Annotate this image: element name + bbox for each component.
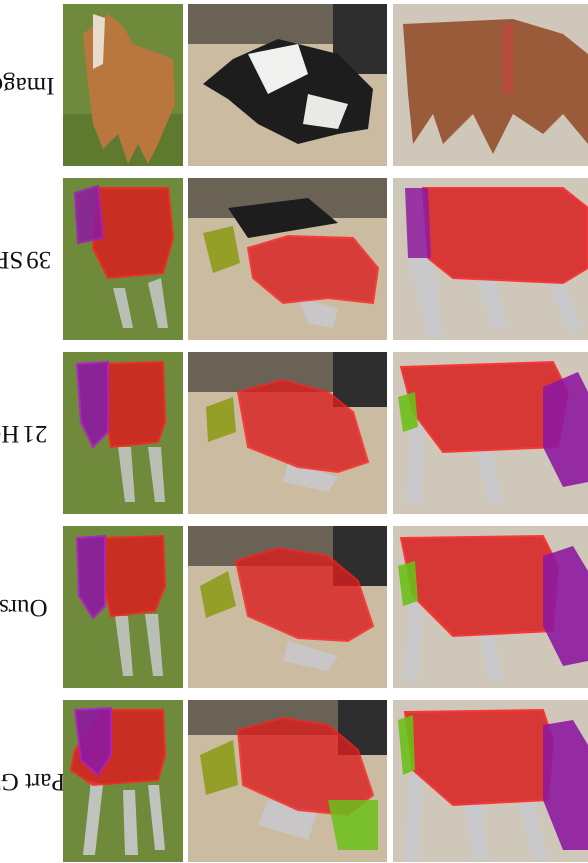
row-label-hc: HC [21] — [0, 352, 76, 514]
ours-pony — [63, 526, 183, 688]
row-label-image: Image — [0, 72, 55, 99]
sps-foal — [393, 178, 588, 340]
row-label-sps: SPS [39] — [0, 178, 79, 340]
hc-pony — [63, 352, 183, 514]
image-pony — [63, 4, 183, 166]
gt-pony — [63, 700, 183, 862]
gt-foal — [393, 700, 588, 862]
sps-pony — [63, 178, 183, 340]
image-cow — [188, 4, 387, 166]
hc-foal — [393, 352, 588, 514]
image-foal — [393, 4, 588, 166]
row-label-ours: Ours — [0, 594, 48, 621]
ours-cow — [188, 526, 387, 688]
hc-cow — [188, 352, 387, 514]
ours-foal — [393, 526, 588, 688]
gt-cow — [188, 700, 387, 862]
sps-cow — [188, 178, 387, 340]
row-label-gt: Part GT. — [0, 768, 66, 795]
